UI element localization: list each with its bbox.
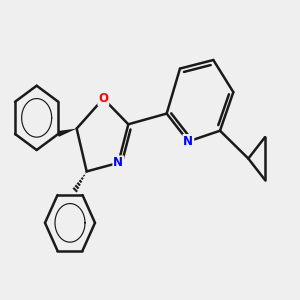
Text: O: O <box>98 92 108 105</box>
Text: N: N <box>183 135 193 148</box>
Text: N: N <box>113 156 123 170</box>
Polygon shape <box>58 129 77 137</box>
